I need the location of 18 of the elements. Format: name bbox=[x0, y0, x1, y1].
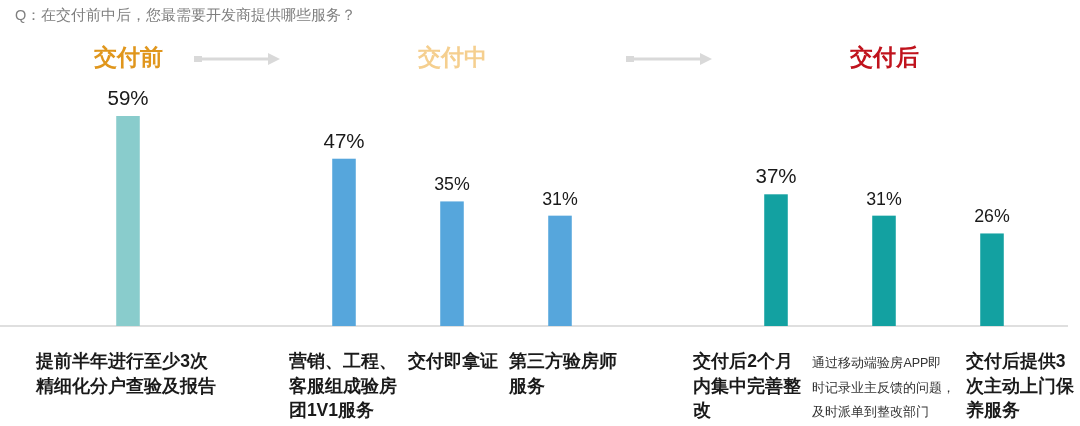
text: Q：在交付前中后，您最需要开发商提供哪些服务？ bbox=[15, 7, 357, 23]
data-label: 31% bbox=[866, 188, 902, 209]
x-tick-label: 营销、工程、客服组成验房团1V1服务 bbox=[287, 351, 397, 420]
data-label: 47% bbox=[323, 128, 365, 152]
chart-title: 交付前 bbox=[92, 44, 163, 70]
data-label: 59% bbox=[107, 86, 149, 109]
data-label: 37% bbox=[755, 164, 797, 188]
x-tick-label: 通过移动端验房APP即时记录业主反馈的问题，及时派单到整改部门 bbox=[812, 355, 956, 419]
chart-title: 交付中 bbox=[416, 44, 487, 70]
data-label: 31% bbox=[542, 188, 578, 209]
x-tick-label: 交付即拿证 bbox=[407, 351, 499, 371]
data-label: 26% bbox=[974, 206, 1010, 227]
chart-title: 交付后 bbox=[848, 44, 919, 70]
x-tick-label: 第三方验房师服务 bbox=[508, 351, 617, 396]
x-tick-label: 交付后2个月内集中完善整改 bbox=[692, 351, 802, 420]
data-label: 35% bbox=[434, 174, 470, 195]
x-tick-label: 交付后提供3次主动上门保养服务 bbox=[964, 351, 1075, 420]
x-tick-label: 提前半年进行至少3次精细化分户查验及报告 bbox=[35, 351, 217, 396]
